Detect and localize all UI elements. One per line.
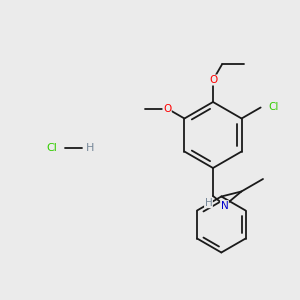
Text: H: H bbox=[205, 198, 212, 208]
Text: N: N bbox=[220, 201, 228, 211]
Text: O: O bbox=[209, 75, 217, 85]
Text: Cl: Cl bbox=[46, 143, 57, 153]
Text: H: H bbox=[86, 143, 94, 153]
Text: O: O bbox=[163, 103, 171, 113]
Text: Cl: Cl bbox=[268, 103, 279, 112]
